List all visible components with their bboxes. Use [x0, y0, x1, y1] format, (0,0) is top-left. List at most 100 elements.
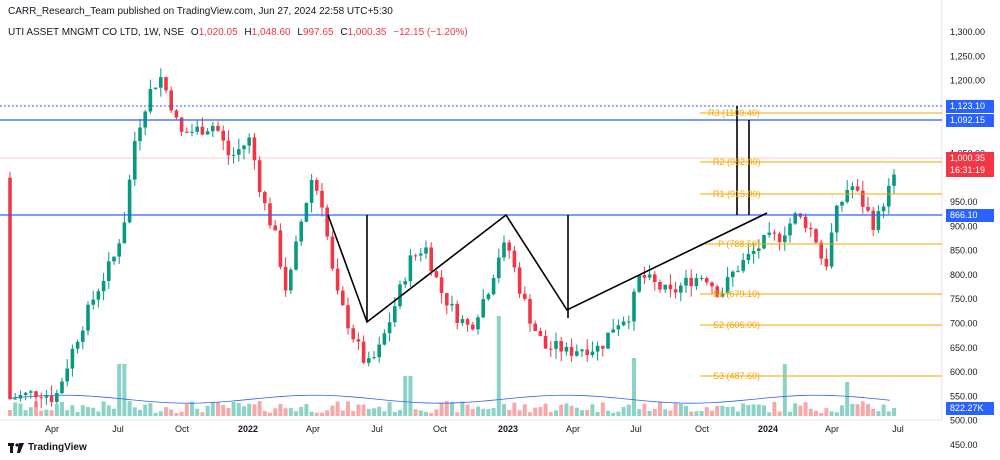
volume-bar [346, 401, 350, 416]
volume-bar [725, 406, 730, 416]
candle-body [455, 303, 459, 323]
candle-body [75, 341, 80, 349]
candle-body [278, 230, 283, 267]
high-value: 1,048.60 [251, 27, 291, 38]
volume-bar [860, 401, 865, 416]
candle-body [887, 185, 891, 207]
volume-bar [554, 410, 558, 416]
price-tick-label: 600.00 [950, 367, 978, 377]
candle-body [663, 284, 667, 290]
time-tick-label: Apr [566, 424, 580, 434]
candle-body [216, 125, 220, 131]
candle-body [289, 269, 293, 291]
candle-body [424, 247, 428, 254]
time-tick-label: Jul [371, 424, 383, 434]
candle-body [647, 274, 652, 278]
volume-bar [798, 405, 803, 416]
candle-body [434, 271, 439, 278]
volume-bar [112, 408, 116, 416]
volume-bar [273, 408, 278, 416]
price-tick-label: 550.00 [950, 391, 978, 401]
volume-bar [637, 409, 642, 416]
candle-body [736, 270, 740, 272]
volume-bar [866, 403, 870, 416]
volume-bar [658, 401, 662, 416]
candle-body [881, 206, 886, 212]
candle-body [226, 140, 231, 156]
candle-body [580, 349, 584, 352]
candle-body [96, 291, 101, 300]
volume-bar [138, 409, 142, 416]
price-tick-label: 1,300.00 [950, 27, 985, 37]
branding-text: TradingView [28, 442, 87, 453]
candle-body [315, 180, 319, 191]
price-tick-label: 750.00 [950, 294, 978, 304]
candle-body [112, 256, 116, 262]
candle-body [34, 391, 38, 398]
volume-bar [881, 404, 886, 416]
volume-bar [200, 412, 205, 416]
candle-body [408, 255, 413, 282]
volume-bar [678, 403, 683, 416]
candle-body [824, 258, 829, 267]
symbol-ohlc-line: UTI ASSET MNGMT CO LTD, 1W, NSE O1,020.0… [8, 27, 468, 38]
volume-bar [840, 405, 844, 416]
volume-bar [60, 401, 64, 416]
tradingview-logo[interactable]: TradingView [8, 442, 87, 453]
volume-bar [720, 405, 725, 416]
price-axis[interactable]: 1,300.001,250.001,200.001,150.001,050.00… [950, 27, 985, 450]
volume-bar [13, 402, 18, 416]
volume-bar [548, 411, 553, 416]
candle-body [200, 126, 205, 135]
candle-body [247, 137, 251, 146]
candle-body [866, 206, 870, 211]
volume-bar [288, 407, 293, 416]
candle-body [845, 190, 849, 202]
candle-body [585, 349, 589, 356]
volume-bar [642, 403, 647, 416]
pattern-trendline[interactable] [327, 212, 768, 324]
volume-bar [559, 404, 564, 416]
volume-bar [351, 411, 356, 416]
candle-body [564, 346, 569, 352]
time-tick-label: Jul [892, 424, 904, 434]
volume-bar [606, 410, 610, 416]
volume-bar [481, 408, 486, 416]
volume-bar [294, 411, 298, 416]
candle-body [803, 216, 808, 228]
volume-bar [434, 409, 439, 416]
candle-body [694, 278, 699, 287]
candle-body [335, 268, 340, 291]
volume-bar [595, 411, 600, 416]
candle-body [60, 381, 64, 394]
candle-body [710, 282, 714, 287]
time-tick-label: 2022 [238, 424, 258, 434]
candle-body [746, 253, 751, 261]
pivot-s1-label: S1 (679.10) [713, 289, 760, 299]
price-tick-label: 1,200.00 [950, 76, 985, 86]
symbol-name[interactable]: UTI ASSET MNGMT CO LTD, 1W, NSE [8, 27, 185, 38]
candle-body [304, 202, 309, 222]
candle-body [632, 291, 636, 322]
price-tick-label: 850.00 [950, 246, 978, 256]
candle-body [413, 255, 418, 257]
pivot-s3-label: S3 (487.60) [713, 371, 760, 381]
time-axis[interactable]: Apr Jul Oct 2022 Apr Jul Oct 2023 Apr Jul Oct 2024 A… [45, 424, 904, 434]
candle-body [876, 211, 881, 230]
time-tick-label: 2024 [758, 424, 778, 434]
candle-body [554, 341, 558, 349]
volume-bar [262, 410, 267, 416]
volume-bar [652, 408, 657, 416]
candle-body [595, 345, 600, 352]
volume-bar [855, 404, 860, 416]
candle-body [751, 250, 756, 254]
candle-body [767, 232, 771, 235]
volume-bar [39, 410, 44, 416]
volume-bar [418, 410, 423, 416]
candle-body [205, 131, 210, 135]
candle-body [642, 275, 647, 278]
candle-body [653, 274, 657, 282]
volume-bar [226, 408, 231, 416]
volume-bar [132, 407, 137, 416]
